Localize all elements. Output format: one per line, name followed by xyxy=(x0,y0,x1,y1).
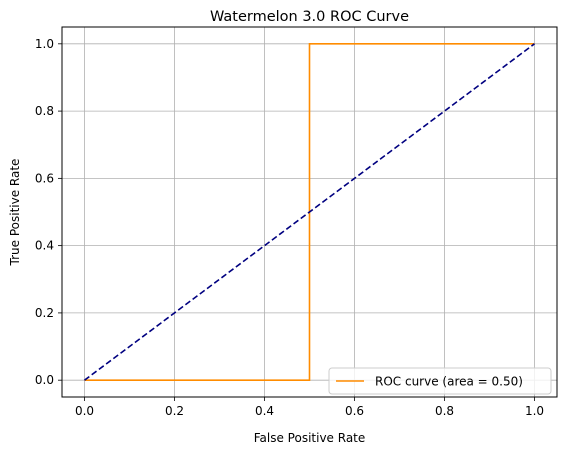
x-tick-label: 0.6 xyxy=(345,404,364,418)
x-tick-label: 0.8 xyxy=(435,404,454,418)
x-axis-ticks: 0.0 0.2 0.4 0.6 0.8 1.0 xyxy=(75,397,544,418)
y-tick-label: 0.0 xyxy=(35,373,54,387)
y-axis-ticks: 0.0 0.2 0.4 0.6 0.8 1.0 xyxy=(35,37,62,387)
x-tick-label: 0.4 xyxy=(255,404,274,418)
plot-frame xyxy=(61,26,558,398)
y-tick-label: 0.4 xyxy=(35,239,54,253)
legend: ROC curve (area = 0.50) xyxy=(328,367,552,395)
chart-title: Watermelon 3.0 ROC Curve xyxy=(210,9,409,25)
y-tick-label: 0.2 xyxy=(35,306,54,320)
x-tick-label: 0.0 xyxy=(75,404,94,418)
y-tick-label: 0.6 xyxy=(35,171,54,185)
x-axis-label: False Positive Rate xyxy=(254,431,366,445)
x-tick-label: 0.2 xyxy=(165,404,184,418)
y-axis-label: True Positive Rate xyxy=(8,159,22,267)
legend-label: ROC curve (area = 0.50) xyxy=(375,375,523,389)
plot-series xyxy=(84,43,535,381)
legend-box xyxy=(328,367,552,395)
x-tick-label: 1.0 xyxy=(525,404,544,418)
y-tick-label: 1.0 xyxy=(35,37,54,51)
chance-diagonal-line xyxy=(84,43,535,381)
y-tick-label: 0.8 xyxy=(35,104,54,118)
